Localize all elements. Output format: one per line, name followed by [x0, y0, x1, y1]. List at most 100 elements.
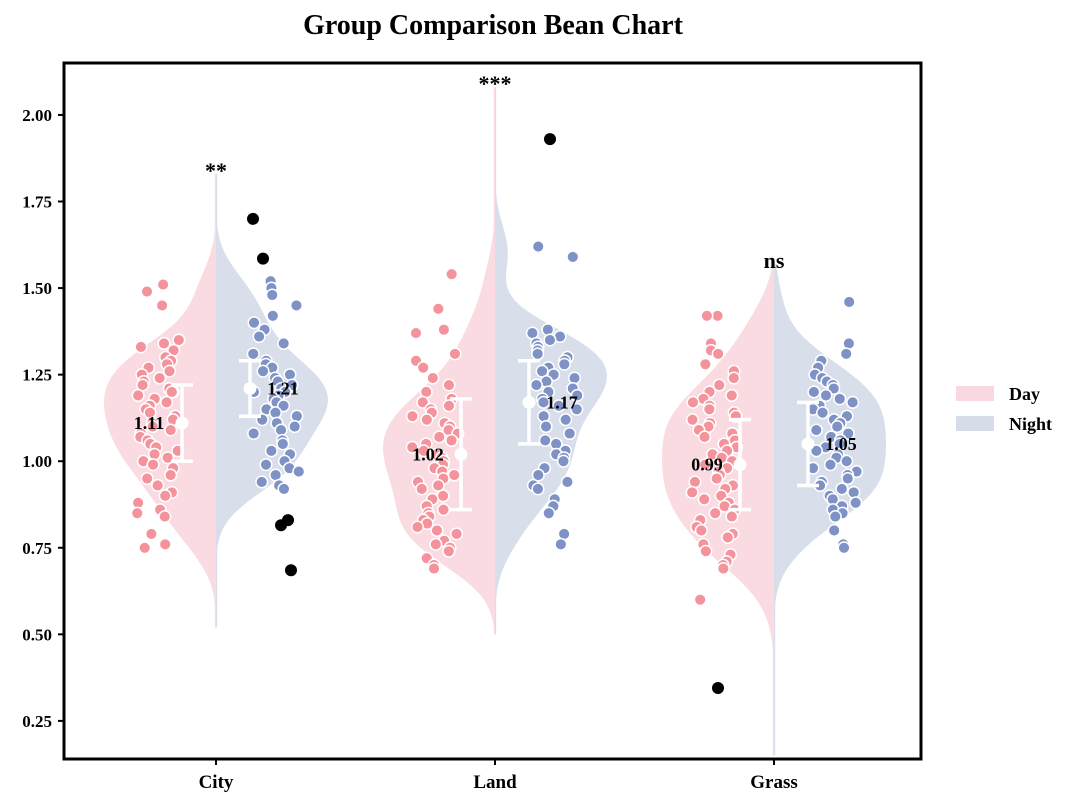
point-night	[567, 371, 582, 385]
axes-frame	[62, 61, 923, 761]
point-night	[570, 402, 584, 416]
legend: Day Night	[956, 384, 1052, 434]
point-night	[807, 385, 821, 399]
point-day	[146, 458, 160, 472]
point-day	[442, 378, 456, 392]
point-night	[542, 506, 556, 520]
point-day	[445, 267, 459, 281]
significance-label: **	[205, 158, 227, 183]
point-night	[828, 510, 842, 524]
mean-marker-night	[243, 381, 257, 395]
point-day	[727, 371, 741, 385]
point-day	[164, 423, 178, 437]
y-tick-label: 1.25	[22, 366, 52, 385]
point-day	[432, 430, 446, 444]
point-night	[823, 458, 838, 472]
point-day	[685, 485, 699, 499]
point-night	[809, 423, 823, 437]
mean-marker-day	[454, 447, 468, 461]
point-day	[429, 537, 443, 551]
point-day	[448, 347, 462, 361]
legend-day-swatch	[956, 386, 994, 401]
point-day	[431, 302, 445, 316]
point-night	[536, 395, 551, 409]
point-night	[264, 444, 278, 458]
point-day	[699, 544, 713, 558]
point-day	[153, 371, 167, 385]
x-tick-label-land: Land	[473, 772, 517, 793]
mean-label-day: 1.11	[134, 413, 165, 433]
y-tick-label: 0.75	[22, 539, 52, 558]
point-day	[405, 440, 419, 454]
point-night	[557, 357, 571, 371]
point-day	[164, 468, 178, 482]
outlier-point	[275, 519, 287, 532]
y-tick-label: 2.00	[22, 106, 52, 125]
outlier-point	[257, 252, 269, 265]
point-day	[131, 388, 145, 402]
outlier-point	[544, 133, 556, 146]
group-land: 1.02 1.17 ***	[383, 71, 607, 635]
point-night	[266, 309, 280, 323]
point-night	[556, 454, 570, 468]
legend-night-swatch	[956, 416, 994, 431]
point-night	[538, 433, 552, 447]
point-day	[158, 537, 172, 551]
point-day	[134, 340, 148, 354]
point-day	[409, 326, 423, 340]
y-axis: 0.25 0.50 0.75 1.00 1.25 1.50 1.75 2.00	[22, 106, 64, 731]
point-day	[450, 527, 464, 541]
y-tick-label: 1.50	[22, 279, 52, 298]
point-day	[420, 413, 434, 427]
point-day	[158, 489, 172, 503]
x-tick-label-city: City	[199, 772, 234, 793]
point-night	[246, 347, 260, 361]
point-day	[716, 562, 730, 576]
point-night	[256, 364, 270, 378]
point-day	[417, 444, 431, 458]
point-night	[531, 239, 545, 254]
point-night	[841, 471, 855, 486]
point-night	[277, 482, 291, 496]
point-night	[554, 537, 568, 551]
point-night	[292, 465, 306, 479]
point-night	[559, 413, 573, 427]
point-day	[725, 388, 739, 402]
x-tick-label-grass: Grass	[750, 772, 798, 793]
point-day	[416, 361, 430, 375]
point-day	[158, 510, 172, 524]
legend-night-label: Night	[1009, 414, 1052, 434]
point-day	[162, 364, 177, 378]
mean-marker-night	[801, 437, 815, 451]
x-axis: City Land Grass	[199, 759, 798, 793]
group-grass: 0.99 1.05 ns	[662, 248, 886, 756]
point-night	[290, 409, 304, 423]
point-day	[712, 378, 726, 392]
point-day	[686, 395, 700, 409]
point-night	[833, 392, 847, 406]
mean-marker-day	[733, 458, 747, 472]
point-day	[161, 451, 175, 465]
point-day	[708, 506, 722, 520]
mean-label-night: 1.21	[267, 378, 299, 398]
point-night	[531, 482, 545, 496]
point-night	[265, 288, 279, 302]
mean-marker-day	[175, 416, 189, 430]
point-day	[140, 471, 154, 486]
point-day	[702, 402, 716, 416]
point-day	[160, 395, 174, 409]
point-day	[698, 357, 712, 371]
point-day	[437, 323, 451, 337]
point-day	[685, 413, 700, 427]
point-day	[144, 527, 158, 541]
y-tick-label: 0.25	[22, 712, 52, 731]
point-day	[426, 371, 440, 385]
point-day	[442, 544, 456, 558]
point-night	[840, 454, 854, 468]
outlier-point	[247, 212, 259, 225]
point-day	[427, 562, 441, 576]
point-night	[563, 426, 577, 441]
significance-label: ns	[764, 248, 785, 273]
point-night	[827, 523, 841, 538]
